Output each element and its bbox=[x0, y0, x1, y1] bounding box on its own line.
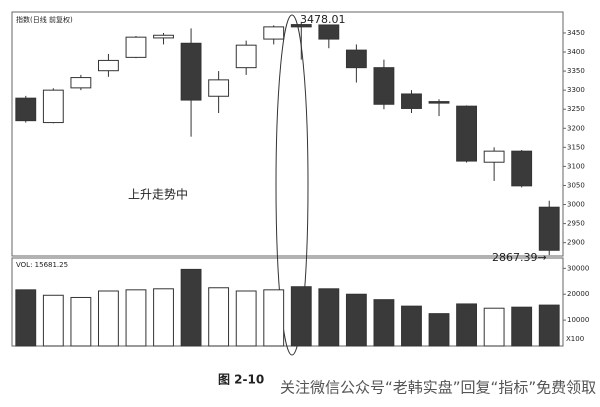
y-tick-label: 3350 bbox=[567, 67, 585, 75]
y-tick-label: 3150 bbox=[567, 143, 585, 151]
y-tick-label: 3450 bbox=[567, 29, 585, 37]
candle-body bbox=[42, 89, 64, 124]
volume-bar bbox=[263, 289, 285, 347]
volume-bar bbox=[180, 268, 202, 347]
candle-body bbox=[456, 105, 477, 162]
y-tick-label: 3200 bbox=[567, 124, 585, 132]
volume-bar bbox=[290, 286, 312, 347]
candle-body bbox=[538, 206, 560, 251]
volume-bar bbox=[345, 293, 367, 347]
volume-unit: X100 bbox=[566, 335, 584, 343]
candle-body bbox=[125, 36, 147, 58]
volume-tick-label: 30000 bbox=[567, 264, 589, 272]
volume-bar bbox=[153, 288, 174, 347]
candle-body bbox=[153, 34, 174, 39]
volume-bar bbox=[538, 304, 560, 347]
y-tick-label: 3400 bbox=[567, 48, 585, 56]
price-panel bbox=[11, 11, 564, 257]
trend-note: 上升走势中 bbox=[128, 187, 188, 202]
volume-bar bbox=[401, 305, 422, 347]
volume-bar bbox=[208, 287, 230, 347]
volume-bar bbox=[42, 294, 64, 347]
volume-bar bbox=[456, 303, 477, 347]
caption: 图 2-10 bbox=[218, 373, 264, 387]
y-tick-label: 3250 bbox=[567, 105, 585, 113]
volume-bar bbox=[70, 296, 92, 347]
volume-panel bbox=[11, 257, 564, 347]
volume-bar bbox=[235, 290, 257, 347]
chart-title: 指数(日线 前复权) bbox=[16, 15, 73, 24]
highlight-ellipse bbox=[275, 14, 309, 356]
y-tick-label: 3300 bbox=[567, 86, 585, 94]
candle-body bbox=[235, 44, 257, 69]
candle-body bbox=[401, 93, 422, 109]
volume-tick-label: 20000 bbox=[567, 290, 589, 298]
volume-bar bbox=[98, 290, 119, 347]
y-tick-label: 3100 bbox=[567, 162, 585, 170]
candle-body bbox=[290, 24, 312, 28]
volume-bar bbox=[15, 289, 37, 347]
volume-tick-label: 10000 bbox=[567, 316, 589, 324]
candle-body bbox=[15, 97, 37, 122]
candle-body bbox=[180, 42, 202, 101]
candle-body bbox=[263, 26, 285, 40]
volume-bar bbox=[125, 289, 147, 347]
y-tick-label: 2900 bbox=[567, 239, 585, 247]
low-label: 2867.39→ bbox=[492, 251, 547, 264]
y-tick-label: 3000 bbox=[567, 201, 585, 209]
volume-bar bbox=[511, 306, 533, 347]
volume-bar bbox=[373, 299, 395, 347]
candle-body bbox=[98, 59, 119, 72]
candle-body bbox=[345, 49, 367, 69]
candle-body bbox=[208, 79, 230, 97]
candle-body bbox=[318, 24, 340, 40]
volume-bar bbox=[483, 307, 505, 347]
volume-bar bbox=[428, 313, 450, 347]
candle-body bbox=[483, 150, 505, 163]
watermark: 关注微信公众号“老韩实盘”回复“指标”免费领取 bbox=[280, 379, 596, 397]
peak-label: 3478.01 bbox=[300, 13, 346, 26]
candle-body bbox=[511, 150, 533, 187]
candle-body bbox=[428, 101, 450, 104]
volume-title: VOL: 15681.25 bbox=[16, 261, 68, 269]
volume-bar bbox=[318, 288, 340, 347]
candle-body bbox=[373, 67, 395, 105]
y-tick-label: 2950 bbox=[567, 220, 585, 228]
y-tick-label: 3050 bbox=[567, 181, 585, 189]
candle-body bbox=[70, 77, 92, 89]
